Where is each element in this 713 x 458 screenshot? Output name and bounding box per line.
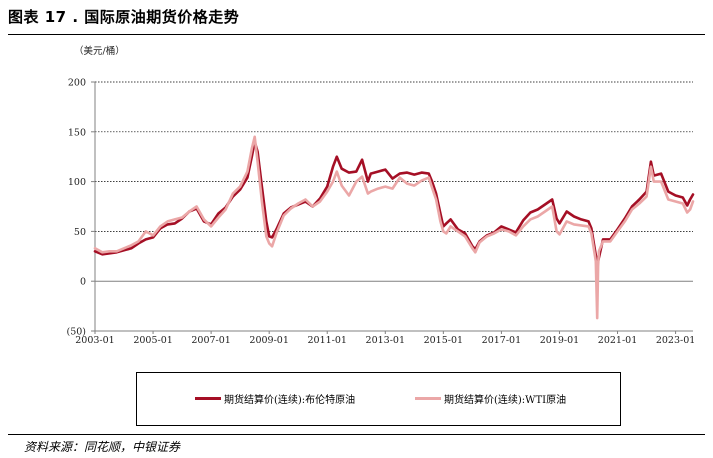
x-tick-label: 2013-01 (366, 335, 405, 346)
x-tick-label: 2017-01 (482, 335, 521, 346)
x-tick-label: 2007-01 (191, 335, 230, 346)
title-rule (8, 34, 705, 35)
legend-swatch-wti (415, 397, 441, 400)
y-tick-label: 100 (68, 177, 86, 188)
y-tick-label: 0 (80, 277, 86, 288)
x-tick-label: 2003-01 (75, 335, 114, 346)
axis-layer (91, 81, 693, 334)
x-tick-label: 2021-01 (598, 335, 637, 346)
legend-label-brent: 期货结算价(连续):布伦特原油 (224, 395, 356, 406)
source-rule (8, 434, 705, 435)
series-layer (93, 135, 695, 320)
x-tick-label: 2005-01 (133, 335, 172, 346)
legend-label-wti: 期货结算价(连续):WTI原油 (444, 395, 567, 406)
y-tick-label: 50 (74, 227, 86, 238)
y-tick-label: 200 (68, 78, 86, 89)
tick-labels: (50) 0 50 100 150 200 2003-01 2005-01 2007-01 200… (66, 78, 695, 347)
unit-label: （美元/桶） (74, 46, 125, 57)
legend: 期货结算价(连续):布伦特原油 期货结算价(连续):WTI原油 (136, 372, 621, 426)
legend-item-wti: 期货结算价(连续):WTI原油 (415, 391, 566, 406)
legend-swatch-brent (195, 397, 221, 400)
y-tick-label: (50) (66, 327, 86, 338)
x-tick-label: 2009-01 (249, 335, 288, 346)
x-tick-label: 2015-01 (424, 335, 463, 346)
x-tick-label: 2023-01 (656, 335, 695, 346)
source-note: 资料来源：同花顺，中银证券 (24, 440, 181, 454)
grid-layer (95, 81, 693, 232)
y-tick-label: 150 (68, 127, 86, 138)
wti-series-line (93, 135, 695, 320)
x-tick-label: 2019-01 (540, 335, 579, 346)
legend-item-brent: 期货结算价(连续):布伦特原油 (195, 391, 355, 406)
x-tick-label: 2011-01 (307, 335, 346, 346)
figure-title: 图表 17 . 国际原油期货价格走势 (8, 8, 240, 26)
